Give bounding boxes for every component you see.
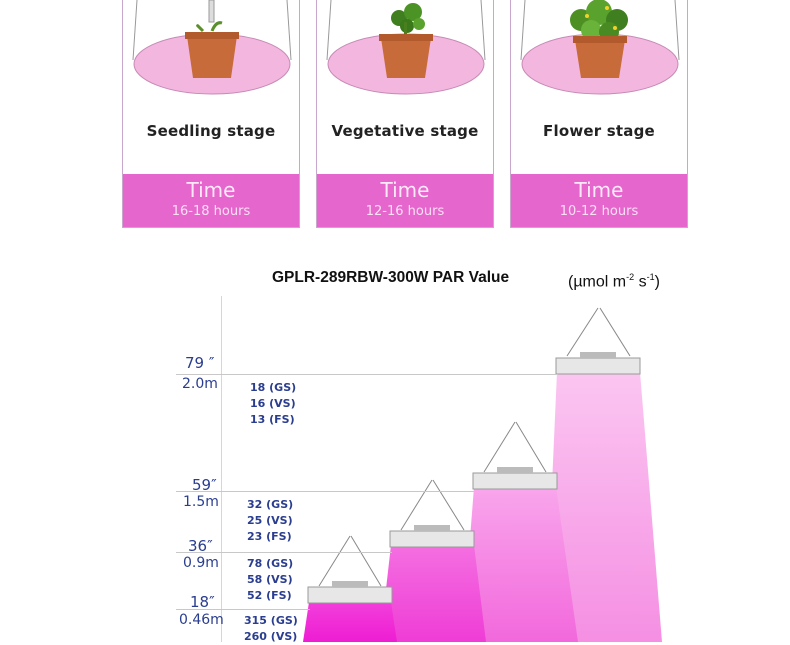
par-vs: 25 (VS) bbox=[247, 514, 293, 527]
lamp-1-5m bbox=[472, 472, 558, 490]
par-vs: 16 (VS) bbox=[250, 397, 296, 410]
time-title: Time bbox=[574, 178, 624, 202]
unit-sup-2: -1 bbox=[646, 272, 655, 282]
height-meters-0-46: 0.46m bbox=[179, 612, 224, 628]
stage-label: Flower stage bbox=[543, 122, 655, 140]
par-values-0-9: 78 (GS) 58 (VS) 52 (FS) bbox=[247, 556, 293, 604]
time-hours: 12-16 hours bbox=[365, 204, 445, 219]
stage-label: Seedling stage bbox=[146, 122, 276, 140]
height-meters-2-0: 2.0m bbox=[182, 376, 218, 392]
par-gs: 315 (GS) bbox=[244, 614, 298, 627]
par-gs: 78 (GS) bbox=[247, 557, 294, 570]
time-title: Time bbox=[186, 178, 236, 202]
height-line-0-46m bbox=[176, 609, 310, 610]
height-meters-1-5: 1.5m bbox=[183, 494, 219, 510]
par-fs: 23 (FS) bbox=[247, 530, 292, 543]
par-fs: 52 (FS) bbox=[247, 589, 292, 602]
time-box: Time 10-12 hours bbox=[511, 174, 687, 227]
height-line-0-9m bbox=[176, 552, 392, 553]
time-box: Time 12-16 hours bbox=[317, 174, 493, 227]
par-vs: 58 (VS) bbox=[247, 573, 293, 586]
unit-sup-1: -2 bbox=[626, 272, 635, 282]
beam-2-0m bbox=[545, 372, 662, 642]
unit-label: (µmol m-2 s-1) bbox=[568, 272, 660, 291]
time-hours: 16-18 hours bbox=[171, 204, 251, 219]
par-values-0-46: 315 (GS) 260 (VS) bbox=[244, 613, 298, 645]
par-values-2-0: 18 (GS) 16 (VS) 13 (FS) bbox=[250, 380, 296, 428]
vertical-axis bbox=[221, 296, 222, 642]
unit-mid: s bbox=[634, 273, 647, 291]
time-title: Time bbox=[380, 178, 430, 202]
lamp-2-0m bbox=[555, 357, 641, 375]
stage-card-flower: Flower stage Time 10-12 hours bbox=[510, 0, 688, 228]
stage-card-seedling: Seedling stage Time 16-18 hours bbox=[122, 0, 300, 228]
height-inches-59: 59″ bbox=[192, 476, 217, 494]
height-meters-0-9: 0.9m bbox=[183, 555, 219, 571]
par-gs: 32 (GS) bbox=[247, 498, 294, 511]
lamp-0-46m bbox=[307, 586, 393, 604]
par-fs: 13 (FS) bbox=[250, 413, 295, 426]
height-line-2-0m bbox=[176, 374, 558, 375]
lamp-0-9m bbox=[389, 530, 475, 548]
time-hours: 10-12 hours bbox=[559, 204, 639, 219]
unit-end: ) bbox=[654, 273, 660, 291]
height-inches-36: 36″ bbox=[188, 537, 213, 555]
unit-main: (µmol m bbox=[568, 273, 627, 291]
height-inches-79: 79 ″ bbox=[185, 354, 215, 372]
flower-illustration bbox=[520, 0, 680, 95]
beam-0-46m bbox=[303, 602, 397, 642]
beam-0-9m bbox=[380, 545, 486, 642]
stage-label: Vegetative stage bbox=[331, 122, 479, 140]
beam-1-5m bbox=[462, 487, 578, 642]
par-values-1-5: 32 (GS) 25 (VS) 23 (FS) bbox=[247, 497, 293, 545]
stage-card-vegetative: Vegetative stage Time 12-16 hours bbox=[316, 0, 494, 228]
height-inches-18: 18″ bbox=[190, 593, 215, 611]
height-line-1-5m bbox=[176, 491, 475, 492]
seedling-illustration bbox=[132, 0, 292, 95]
par-gs: 18 (GS) bbox=[250, 381, 297, 394]
chart-title: GPLR-289RBW-300W PAR Value bbox=[272, 269, 510, 286]
par-vs: 260 (VS) bbox=[244, 630, 298, 643]
vegetative-illustration bbox=[326, 0, 486, 95]
time-box: Time 16-18 hours bbox=[123, 174, 299, 227]
